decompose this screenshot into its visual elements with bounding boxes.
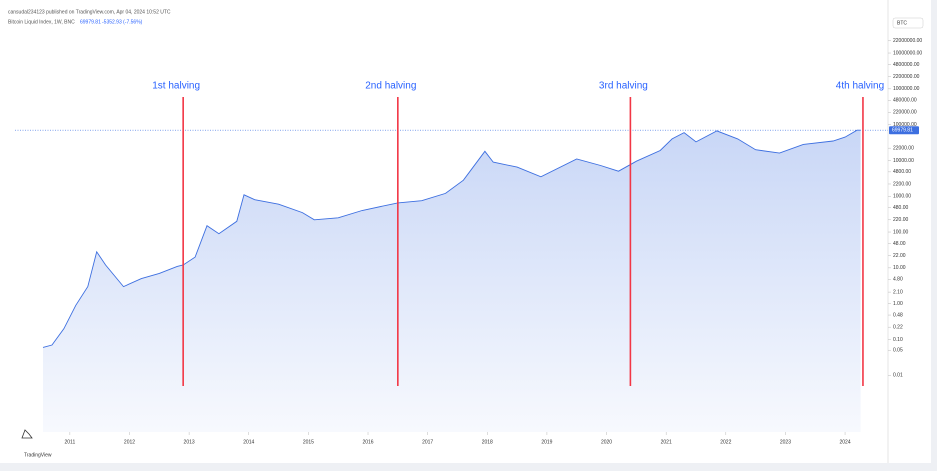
- y-tick-label: 48.00: [893, 241, 906, 247]
- halving-label: 3rd halving: [599, 81, 648, 92]
- y-tick-label: 0.01: [893, 373, 903, 379]
- change: -5352.93 (-7.56%): [102, 19, 143, 25]
- y-tick-label: 10.00: [893, 265, 906, 271]
- area: [43, 130, 861, 432]
- x-tick-label: 2014: [243, 439, 254, 445]
- y-tick-label: 10000.00: [893, 158, 914, 164]
- y-tick-label: 1000000.00: [893, 86, 920, 92]
- y-tick-label: 220000.00: [893, 110, 917, 116]
- y-tick-label: 220.00: [893, 217, 909, 223]
- price-line: [42, 129, 861, 348]
- x-tick-label: 2023: [780, 439, 791, 445]
- x-tick-label: 2017: [422, 439, 433, 445]
- y-tick-label: 2200.00: [893, 181, 911, 187]
- x-tick-label: 2012: [124, 439, 135, 445]
- last-price-label: 69979.81: [892, 128, 913, 134]
- x-tick-label: 2021: [661, 439, 672, 445]
- currency: BTC: [897, 20, 907, 26]
- y-tick-label: 0.22: [893, 325, 903, 331]
- x-tick-label: 2015: [303, 439, 314, 445]
- x-tick-label: 2011: [64, 439, 75, 445]
- x-tick-label: 2016: [362, 439, 373, 445]
- x-tick-label: 2018: [482, 439, 493, 445]
- symbol: Bitcoin Liquid Index, 1W, BNC: [8, 19, 75, 25]
- published: cansudal234123 published on TradingView.…: [8, 9, 171, 15]
- y-tick-label: 2.10: [893, 289, 903, 295]
- y-tick-label: 480000.00: [893, 98, 917, 104]
- y-tick-label: 100000.00: [893, 122, 917, 128]
- halving-label: 2nd halving: [365, 81, 416, 92]
- y-tick-label: 0.05: [893, 348, 903, 354]
- x-tick-label: 2022: [720, 439, 731, 445]
- x-tick-label: 2020: [601, 439, 612, 445]
- y-tick-label: 2200000.00: [893, 74, 920, 80]
- y-tick-label: 1000.00: [893, 194, 911, 200]
- y-tick-label: 4800.00: [893, 169, 911, 175]
- y-tick-label: 480.00: [893, 205, 909, 211]
- logo-icon: [21, 429, 33, 439]
- y-tick-label: 22.00: [893, 253, 906, 259]
- y-tick-label: 1.00: [893, 301, 903, 307]
- y-tick-label: 22000000.00: [893, 38, 922, 44]
- currency-box: [892, 17, 924, 29]
- x-tick-label: 2024: [840, 439, 851, 445]
- last-price-badge: [889, 126, 919, 135]
- y-tick-label: 22000.00: [893, 146, 914, 152]
- price: 69979.81: [80, 19, 101, 25]
- y-tick-label: 0.48: [893, 312, 903, 318]
- y-tick-label: 4.80: [893, 277, 903, 283]
- halving-label: 1st halving: [152, 81, 200, 92]
- y-tick-label: 100.00: [893, 229, 909, 235]
- halving-label: 4th halving: [836, 81, 884, 92]
- x-tick-label: 2013: [184, 439, 195, 445]
- y-tick-label: 0.10: [893, 337, 903, 343]
- x-tick-label: 2019: [541, 439, 552, 445]
- y-tick-label: 4800000.00: [893, 62, 920, 68]
- footer-brand: TradingView: [24, 452, 52, 458]
- y-tick-label: 10000000.00: [893, 50, 922, 56]
